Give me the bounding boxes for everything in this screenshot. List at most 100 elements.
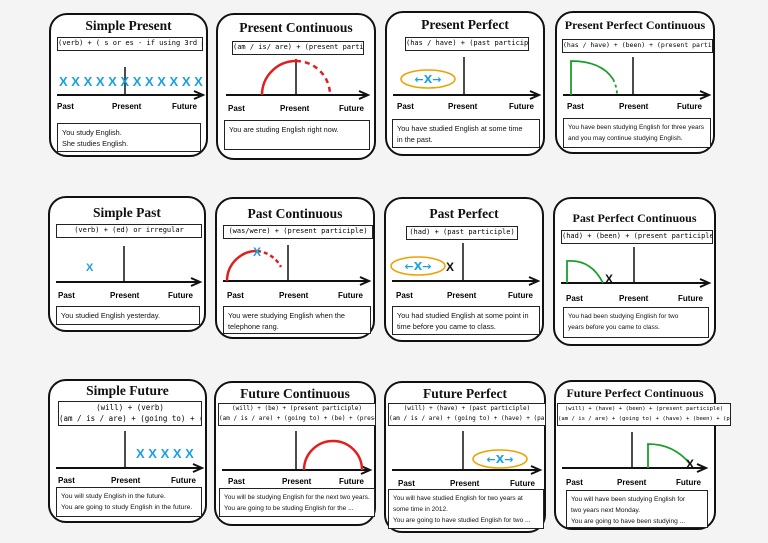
interrupt-x-mark: X bbox=[253, 245, 261, 259]
formula-box: (was/were) + (present participle) bbox=[223, 225, 373, 239]
card-title: Past Perfect bbox=[429, 206, 499, 221]
card-title: Simple Future bbox=[86, 383, 169, 398]
axis-label-past: Past bbox=[58, 476, 75, 485]
formula-box: (had) + (past participle) bbox=[406, 226, 518, 240]
timeline-diagram: X Past Present Future bbox=[223, 245, 372, 300]
axis-label-past: Past bbox=[567, 102, 584, 111]
example-line: You study English. bbox=[62, 128, 122, 137]
axis-label-future: Future bbox=[678, 294, 703, 303]
future-x-marks: X X X X X bbox=[136, 446, 194, 461]
formula-box: (will) + (verb) (am / is / are) + (going … bbox=[58, 401, 202, 426]
formula-line: (was/were) + (present participle) bbox=[228, 227, 368, 235]
card-simple-present: Simple Present (verb) + ( s or es - if u… bbox=[49, 13, 208, 157]
example-line: You are going to have studied English fo… bbox=[393, 517, 531, 524]
axis-label-future: Future bbox=[171, 476, 196, 485]
timeline-diagram: X Past Present Future bbox=[56, 246, 203, 300]
card-simple-future: Simple Future (will) + (verb) (am / is / … bbox=[48, 379, 207, 523]
formula-line: (am / is / are) + (going to) + (have) + … bbox=[558, 416, 730, 422]
axis-label-future: Future bbox=[510, 479, 535, 488]
card-title: Future Perfect bbox=[422, 386, 508, 401]
formula-line: (verb) + (ed) or irregular bbox=[74, 226, 184, 234]
example-line: You had studied English at some point in bbox=[397, 311, 529, 320]
formula-box: (verb) + (ed) or irregular bbox=[56, 224, 202, 238]
card-title: Future Continuous bbox=[240, 386, 350, 401]
example-box: You were studying English when the teleph… bbox=[223, 306, 371, 334]
card-past-perfect: Past Perfect (had) + (past participle) ←… bbox=[384, 197, 544, 342]
axis-label-past: Past bbox=[566, 478, 583, 487]
timeline-diagram: ←X→ X Past Present Future bbox=[390, 243, 541, 300]
card-title: Future Perfect Continuous bbox=[566, 386, 704, 400]
axis-label-future: Future bbox=[338, 291, 363, 300]
axis-label-present: Present bbox=[617, 478, 647, 487]
card-past-continuous: Past Continuous (was/were) + (present pa… bbox=[215, 197, 375, 339]
card-title: Present Continuous bbox=[239, 20, 353, 35]
axis-label-past: Past bbox=[228, 104, 245, 113]
axis-label-present: Present bbox=[448, 102, 478, 111]
card-title: Present Perfect Continuous bbox=[564, 18, 706, 32]
example-line: You have studied English at some time bbox=[397, 124, 523, 133]
arrow-x-marker: ←X→ bbox=[415, 73, 442, 86]
axis-label-present: Present bbox=[447, 291, 477, 300]
formula-box: (am / is/ are) + (present participle) bbox=[232, 41, 364, 55]
formula-line: (am / is / are) + (going to) + (be) + (p… bbox=[219, 415, 375, 422]
future-x-mark: X bbox=[686, 457, 694, 471]
repeated-x-marks: X X X X X X X X X X X X bbox=[59, 74, 203, 89]
card-title: Present Perfect bbox=[421, 17, 509, 32]
timeline-diagram: ←X→ Past Present Future bbox=[393, 57, 542, 111]
example-box: You are studing English right now. bbox=[224, 120, 370, 150]
arrow-x-marker: ←X→ bbox=[487, 453, 514, 466]
example-line: in the past. bbox=[397, 135, 433, 144]
card-title: Past Continuous bbox=[247, 206, 343, 221]
axis-label-future: Future bbox=[172, 102, 197, 111]
card-simple-past: Simple Past (verb) + (ed) or irregular X… bbox=[48, 196, 206, 332]
example-line: some time in 2012. bbox=[393, 506, 448, 513]
formula-line: (had) + (been) + (present participle) bbox=[562, 232, 713, 240]
formula-box: (will) + (have) + (been) + (present part… bbox=[557, 403, 731, 426]
timeline-diagram: Past Present Future bbox=[226, 59, 371, 113]
example-line: You were studying English when the bbox=[228, 311, 345, 320]
example-line: She studies English. bbox=[62, 139, 129, 148]
axis-label-present: Present bbox=[112, 102, 142, 111]
axis-label-past: Past bbox=[398, 479, 415, 488]
formula-box: (has / have) + (past participle) bbox=[405, 37, 529, 51]
example-line: telephone rang. bbox=[228, 322, 279, 331]
example-line: You are going to have been studying ... bbox=[571, 518, 686, 525]
timeline-diagram: Past Present Future bbox=[222, 431, 373, 486]
axis-label-present: Present bbox=[111, 476, 141, 485]
example-box: You will have been studying English for t… bbox=[566, 490, 708, 528]
formula-box: (will) + (have) + (past participle) (am /… bbox=[388, 403, 546, 426]
timeline-diagram: X Past Present Future bbox=[561, 247, 712, 303]
axis-label-past: Past bbox=[397, 102, 414, 111]
card-future-continuous: Future Continuous (will) + (be) + (prese… bbox=[214, 381, 376, 526]
axis-label-future: Future bbox=[508, 291, 533, 300]
example-line: You are going to study English in the fu… bbox=[61, 504, 193, 511]
axis-label-future: Future bbox=[339, 477, 364, 486]
axis-label-past: Past bbox=[228, 477, 245, 486]
formula-box: (had) + (been) + (present participle) bbox=[561, 230, 713, 244]
axis-label-future: Future bbox=[339, 104, 364, 113]
axis-label-present: Present bbox=[450, 479, 480, 488]
example-box: You had studied English at some point in… bbox=[392, 306, 540, 335]
example-line: time before you came to class. bbox=[397, 322, 496, 331]
example-box: You will be studying English for the nex… bbox=[219, 488, 375, 517]
card-past-perfect-continuous: Past Perfect Continuous (had) + (been) +… bbox=[553, 197, 716, 346]
axis-label-past: Past bbox=[227, 291, 244, 300]
example-line: You will study English in the future. bbox=[61, 493, 166, 500]
timeline-diagram: X X X X X X X X X X X X Past Present Fut… bbox=[57, 67, 206, 111]
card-present-continuous: Present Continuous (am / is/ are) + (pre… bbox=[216, 13, 376, 160]
example-box: You studied English yesterday. bbox=[56, 306, 200, 325]
axis-label-future: Future bbox=[509, 102, 534, 111]
past-x-mark: X bbox=[446, 260, 454, 274]
example-line: You will be studying English for the nex… bbox=[224, 494, 370, 501]
example-line: two years next Monday. bbox=[571, 507, 641, 514]
example-line: You will have studied English for two ye… bbox=[393, 495, 523, 502]
axis-label-past: Past bbox=[566, 294, 583, 303]
formula-line: (will) + (verb) bbox=[96, 403, 164, 412]
past-x-mark: X bbox=[605, 272, 613, 286]
formula-line: (will) + (be) + (present participle) bbox=[231, 405, 363, 412]
example-box: You will have studied English for two ye… bbox=[388, 489, 544, 529]
formula-line: (verb) + ( s or es - if using 3rd person… bbox=[58, 39, 202, 47]
axis-label-present: Present bbox=[619, 102, 649, 111]
formula-box: (verb) + ( s or es - if using 3rd person… bbox=[57, 37, 203, 51]
example-box: You had been studying English for two yea… bbox=[563, 307, 709, 338]
